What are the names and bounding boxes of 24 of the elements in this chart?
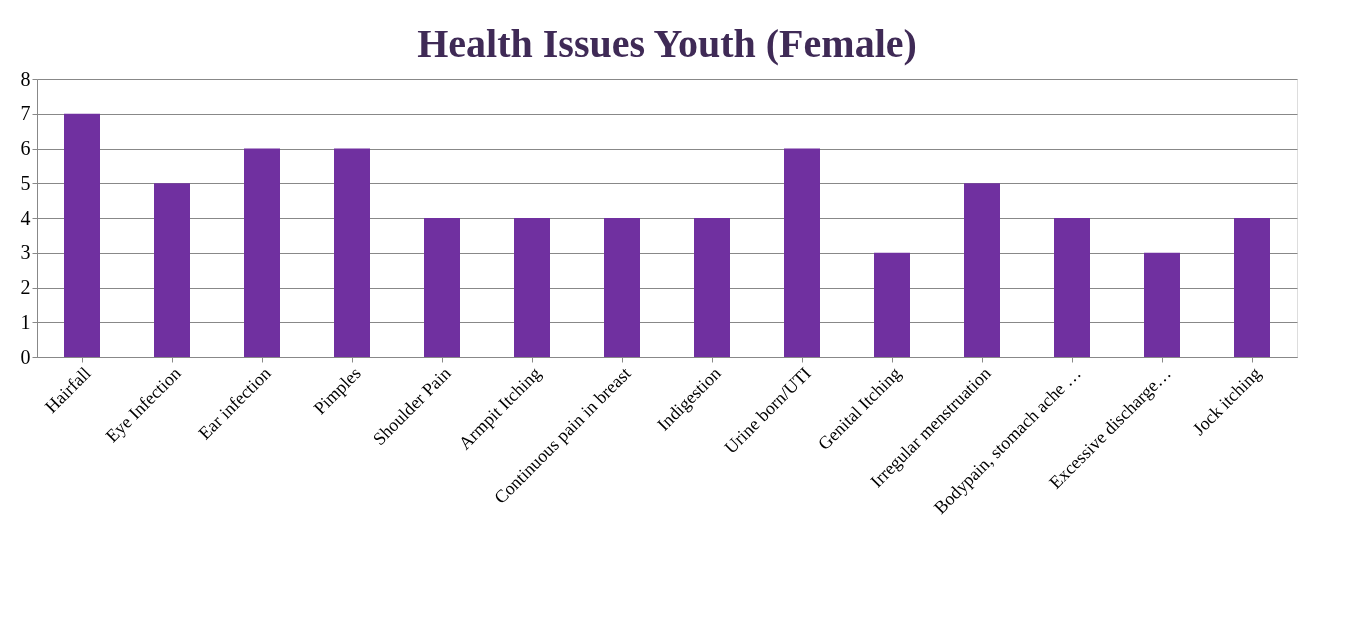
bar [1234, 218, 1270, 357]
y-tick-label: 1 [20, 310, 31, 333]
bar [1144, 252, 1180, 357]
y-tick-label: 2 [20, 276, 31, 298]
bar [1054, 218, 1090, 357]
chart-title: Health Issues Youth (Female) [417, 21, 917, 66]
bar [514, 218, 550, 357]
bar [424, 218, 460, 357]
bar [874, 252, 910, 357]
bar [334, 148, 370, 357]
bar [154, 183, 190, 357]
bar [784, 148, 820, 357]
bar [64, 113, 100, 357]
y-tick-label: 7 [20, 102, 31, 125]
bar [604, 218, 640, 357]
bar [964, 183, 1000, 357]
y-tick-label: 0 [20, 345, 31, 368]
y-tick-label: 4 [20, 206, 31, 229]
y-tick-label: 5 [20, 171, 31, 194]
bar [694, 218, 730, 357]
y-tick-label: 3 [20, 241, 31, 264]
y-tick-label: 6 [20, 137, 31, 159]
y-tick-label: 8 [20, 67, 31, 90]
bar [244, 148, 280, 357]
